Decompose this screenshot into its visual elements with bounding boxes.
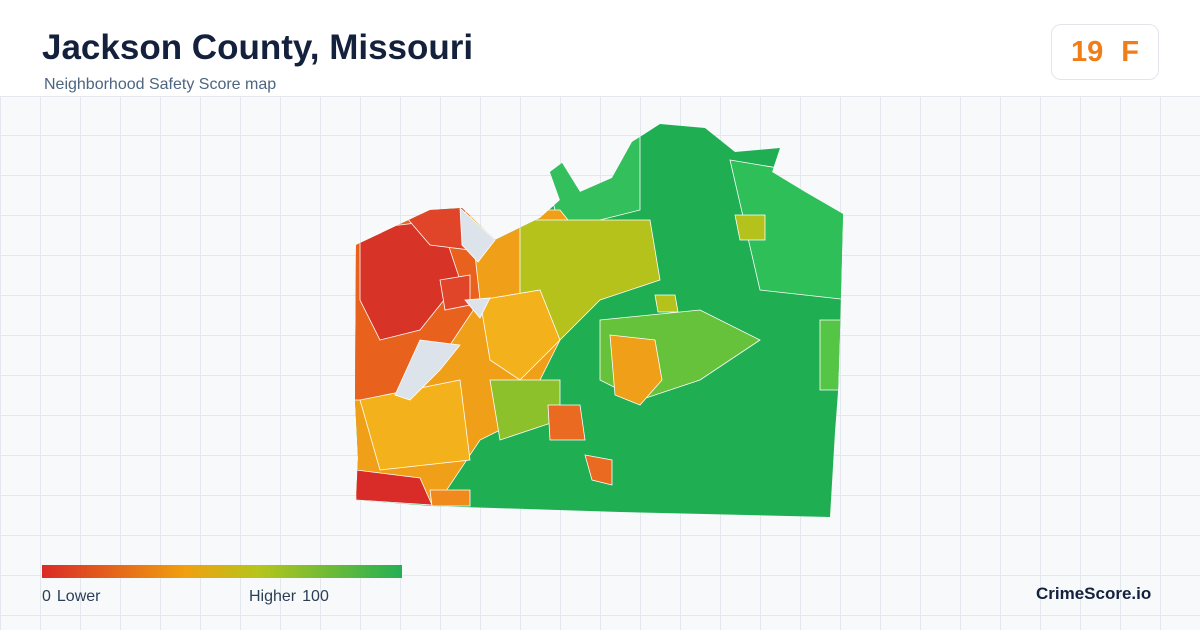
- legend-low: 0 Lower: [42, 588, 106, 606]
- legend-gradient: [42, 565, 402, 578]
- legend-max: 100: [302, 588, 329, 605]
- map-regions: [355, 124, 843, 517]
- brand: CrimeScore.io: [1036, 584, 1152, 603]
- score-grade: F: [1121, 35, 1139, 68]
- header: Jackson County, Missouri Neighborhood Sa…: [0, 0, 1200, 97]
- legend-max-label: Higher: [249, 588, 297, 605]
- subtitle: Neighborhood Safety Score map: [44, 76, 277, 93]
- legend-min: 0: [42, 588, 51, 605]
- legend-min-label: Lower: [56, 588, 101, 605]
- score-value: 19: [1071, 35, 1104, 68]
- legend-high: Higher 100: [249, 588, 335, 606]
- score-badge: 19 F: [1051, 24, 1159, 80]
- title: Jackson County, Missouri: [42, 28, 474, 67]
